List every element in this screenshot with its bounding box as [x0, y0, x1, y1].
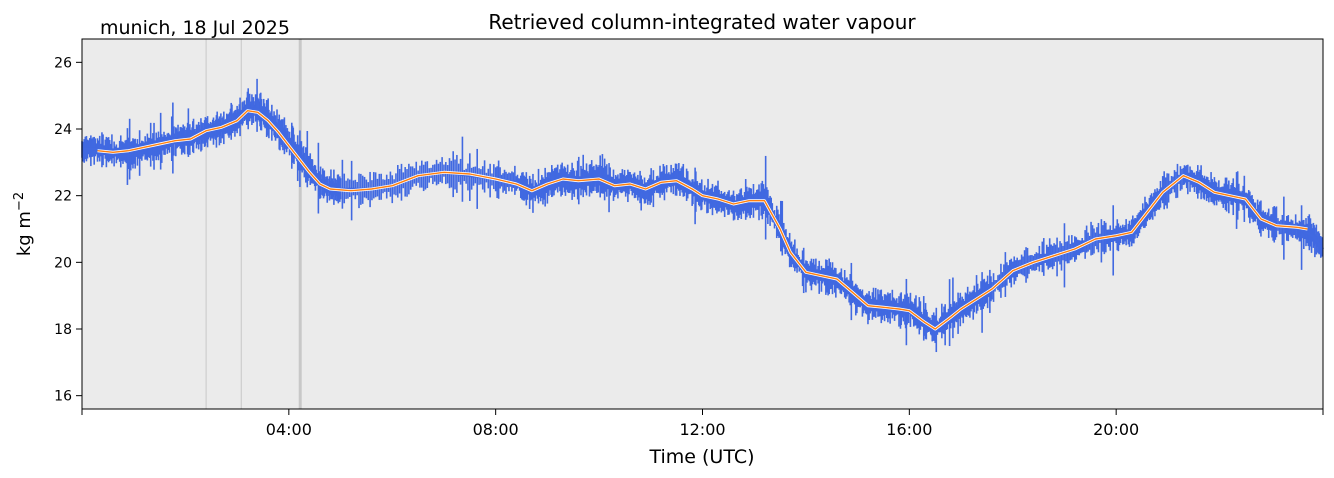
y-axis-label-unit: kg m: [14, 211, 35, 256]
y-tick-label: 18: [54, 322, 72, 338]
y-axis-ticks: 16 18 20 22 24 26: [54, 55, 82, 405]
y-tick-label: 26: [54, 55, 72, 71]
y-tick-label: 24: [54, 122, 72, 138]
time-markers: [205, 39, 302, 409]
x-tick-label: 12:00: [679, 420, 725, 439]
x-axis-ticks: 04:00 08:00 12:00 16:00 20:00: [81, 409, 1324, 439]
chart-title: Retrieved column-integrated water vapour: [488, 10, 916, 34]
y-tick-label: 16: [54, 389, 72, 405]
location-date-label: munich, 18 Jul 2025: [100, 17, 290, 39]
y-tick-label: 22: [54, 189, 72, 205]
y-axis-label-exponent: −2: [12, 192, 27, 211]
x-tick-label: 20:00: [1093, 420, 1139, 439]
x-tick-label: 04:00: [266, 420, 312, 439]
series-lines: [82, 107, 1324, 331]
plot-area: [82, 39, 1323, 409]
x-tick-label: 16:00: [886, 420, 932, 439]
y-axis-label: kg m−2: [12, 192, 35, 256]
raw-series-band: [81, 78, 1324, 353]
x-axis-label: Time (UTC): [648, 446, 754, 468]
x-tick-label: 08:00: [473, 420, 519, 439]
y-tick-label: 20: [54, 255, 72, 271]
smoothed-series-line: [97, 110, 1308, 330]
